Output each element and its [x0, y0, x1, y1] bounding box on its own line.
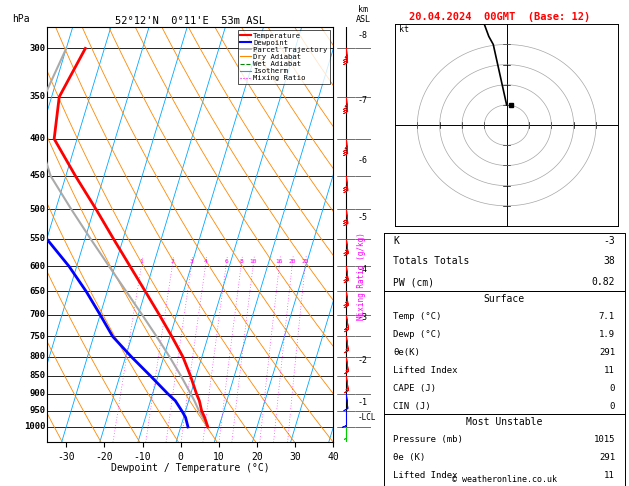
X-axis label: Dewpoint / Temperature (°C): Dewpoint / Temperature (°C)	[111, 463, 270, 473]
Text: 500: 500	[30, 205, 46, 213]
Text: -7: -7	[358, 96, 368, 105]
Text: 350: 350	[30, 92, 46, 102]
Text: 600: 600	[30, 262, 46, 271]
Text: 900: 900	[30, 389, 46, 399]
Text: 0: 0	[610, 384, 615, 393]
Text: Most Unstable: Most Unstable	[466, 417, 542, 427]
Text: 750: 750	[30, 332, 46, 341]
Text: © weatheronline.co.uk: © weatheronline.co.uk	[452, 474, 557, 484]
Text: 650: 650	[30, 287, 46, 296]
Title: 52°12'N  0°11'E  53m ASL: 52°12'N 0°11'E 53m ASL	[115, 16, 265, 26]
Text: 950: 950	[30, 406, 46, 416]
Text: CAPE (J): CAPE (J)	[393, 384, 437, 393]
Text: 11: 11	[604, 366, 615, 375]
Text: 7.1: 7.1	[599, 312, 615, 322]
Text: 11: 11	[604, 471, 615, 480]
Text: -LCL: -LCL	[358, 414, 376, 422]
Text: θe (K): θe (K)	[393, 453, 426, 462]
Text: -1: -1	[358, 398, 368, 407]
Text: Surface: Surface	[484, 294, 525, 304]
Text: Lifted Index: Lifted Index	[393, 471, 458, 480]
Text: Mixing Ratio (g/kg): Mixing Ratio (g/kg)	[357, 232, 365, 320]
Legend: Temperature, Dewpoint, Parcel Trajectory, Dry Adiabat, Wet Adiabat, Isotherm, Mi: Temperature, Dewpoint, Parcel Trajectory…	[238, 30, 330, 84]
Text: 400: 400	[30, 134, 46, 143]
Text: -3: -3	[358, 313, 368, 322]
Text: -2: -2	[358, 356, 368, 365]
Text: 300: 300	[30, 44, 46, 53]
Text: 1.9: 1.9	[599, 330, 615, 339]
Text: 550: 550	[30, 234, 46, 243]
Text: 20.04.2024  00GMT  (Base: 12): 20.04.2024 00GMT (Base: 12)	[409, 12, 591, 22]
Text: -5: -5	[358, 213, 368, 222]
Text: Dewp (°C): Dewp (°C)	[393, 330, 442, 339]
Text: 1015: 1015	[593, 435, 615, 444]
Text: hPa: hPa	[13, 14, 30, 24]
Text: 0.82: 0.82	[591, 277, 615, 287]
Text: -8: -8	[358, 31, 368, 40]
Text: Temp (°C): Temp (°C)	[393, 312, 442, 322]
Text: 850: 850	[30, 371, 46, 381]
Text: km
ASL: km ASL	[356, 5, 370, 24]
Text: K: K	[393, 236, 399, 246]
Text: Lifted Index: Lifted Index	[393, 366, 458, 375]
Text: Pressure (mb): Pressure (mb)	[393, 435, 463, 444]
Text: Totals Totals: Totals Totals	[393, 257, 470, 266]
Text: PW (cm): PW (cm)	[393, 277, 435, 287]
Text: 25: 25	[301, 259, 309, 264]
Text: 4: 4	[204, 259, 208, 264]
Text: -4: -4	[358, 265, 368, 275]
Text: 291: 291	[599, 348, 615, 357]
Text: -6: -6	[358, 156, 368, 165]
Text: kt: kt	[399, 25, 409, 35]
Text: 0: 0	[610, 402, 615, 411]
Text: 16: 16	[276, 259, 283, 264]
Text: 10: 10	[249, 259, 257, 264]
Text: 8: 8	[239, 259, 243, 264]
Text: 800: 800	[30, 352, 46, 361]
Text: θe(K): θe(K)	[393, 348, 420, 357]
Text: 3: 3	[189, 259, 193, 264]
Text: 450: 450	[30, 172, 46, 180]
Text: 38: 38	[603, 257, 615, 266]
Text: 291: 291	[599, 453, 615, 462]
Text: 1000: 1000	[25, 422, 46, 432]
Text: -3: -3	[603, 236, 615, 246]
Text: 2: 2	[170, 259, 174, 264]
Text: 6: 6	[224, 259, 228, 264]
Text: 1: 1	[140, 259, 143, 264]
Text: 20: 20	[288, 259, 296, 264]
Text: CIN (J): CIN (J)	[393, 402, 431, 411]
Text: 700: 700	[30, 310, 46, 319]
